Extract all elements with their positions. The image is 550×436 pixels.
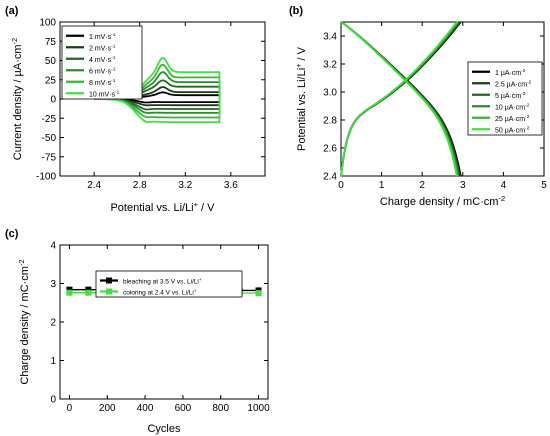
panel-b-legend-label: 1 µA·cm-2 xyxy=(495,68,526,77)
panel-c-cycling-stability-chart: (c) 0 200 400 600 800 1000 0 1 2 3 4 Cycles Charge de… xyxy=(5,228,270,435)
panel-a-label: (a) xyxy=(5,5,19,17)
panel-a-x-tick-label: 2.8 xyxy=(133,180,147,191)
panel-c-legend-label: bleaching at 3.5 V vs. Li/Li+ xyxy=(123,277,202,285)
panel-c-x-tick-label: 200 xyxy=(99,403,116,414)
panel-b-charge-curve xyxy=(340,21,460,177)
panel-b-charge-density-chart: (b) 0 1 2 3 4 5 2.4 2.6 2.8 3.0 3.2 3.4 Charge densit… xyxy=(289,5,547,208)
panel-c-y-tick-label: 1 xyxy=(50,356,56,367)
panel-b-legend-label: 10 µA·cm-2 xyxy=(495,103,530,112)
panel-c-legend-box xyxy=(95,270,243,298)
panel-c-legend-marker xyxy=(106,277,112,284)
panel-c-y-axis-label: Charge density / mC·cm-2 xyxy=(17,259,31,384)
panel-a-y-tick-label: -25 xyxy=(42,114,57,125)
panel-a-y-tick-label: 0 xyxy=(50,95,56,106)
panel-a-y-tick-label: 50 xyxy=(45,56,57,67)
panel-c-x-tick-label: 0 xyxy=(67,403,73,414)
panel-b-y-tick-label: 2.4 xyxy=(323,172,337,183)
panel-c-x-axis-label: Cycles xyxy=(147,423,181,435)
panel-c-y-tick-label: 3 xyxy=(50,279,56,290)
panel-a-x-axis-label: Potential vs. Li/Li+ / V xyxy=(110,200,215,214)
panel-b-charge-curve xyxy=(340,21,460,177)
panel-b-y-tick-label: 3.2 xyxy=(323,60,337,71)
panel-b-x-tick-label: 5 xyxy=(541,180,547,191)
panel-c-x-tick-label: 800 xyxy=(212,403,229,414)
panel-b-x-tick-label: 3 xyxy=(460,180,466,191)
panel-a-legend-label: 4 mV·s-1 xyxy=(89,55,116,64)
panel-b-x-tick-label: 2 xyxy=(419,180,425,191)
panel-a-y-tick-label: -50 xyxy=(42,133,57,144)
panel-a-y-tick-label: 25 xyxy=(45,75,57,86)
panel-a-x-tick-label: 2.4 xyxy=(87,180,101,191)
panel-a-x-tick-label: 3.6 xyxy=(224,180,238,191)
panel-b-x-tick-label: 0 xyxy=(338,180,344,191)
panel-a-y-tick-label: 100 xyxy=(39,18,56,29)
panel-b-legend-box xyxy=(467,61,543,136)
panel-b-y-tick-label: 3.0 xyxy=(323,88,337,99)
panel-b-x-axis-label: Charge density / mC·cm-2 xyxy=(380,194,505,208)
panel-a-x-tick-label: 3.2 xyxy=(178,180,192,191)
panel-b-y-tick-label: 2.6 xyxy=(323,144,337,155)
panel-c-x-tick-label: 600 xyxy=(175,403,192,414)
panel-b-label: (b) xyxy=(289,5,303,17)
panel-b-legend-label: 50 µA·cm-2 xyxy=(495,126,530,135)
panel-b-y-axis-label: Potential vs. Li/Li+ / V xyxy=(294,46,308,151)
panel-b-legend-label: 2.5 µA·cm-2 xyxy=(495,80,532,89)
panel-b-x-tick-label: 4 xyxy=(501,180,507,191)
panel-c-y-tick-label: 4 xyxy=(50,241,56,252)
panel-b-charge-curve xyxy=(340,21,458,177)
panel-a-legend-box xyxy=(61,25,143,100)
panel-b-legend-label: 5 µA·cm-2 xyxy=(495,91,526,100)
panel-a-y-tick-label: 75 xyxy=(45,37,57,48)
panel-c-data-point xyxy=(66,289,73,296)
panel-b-plot-frame xyxy=(340,21,545,177)
panel-c-x-tick-label: 400 xyxy=(137,403,154,414)
panel-c-label: (c) xyxy=(5,228,19,240)
panel-a-legend-label: 2 mV·s-1 xyxy=(89,44,116,53)
panel-a-y-axis-label: Current density / µA·cm-2 xyxy=(10,38,24,160)
panel-b-legend-label: 25 µA·cm-2 xyxy=(495,114,530,123)
panel-b-charge-curve xyxy=(340,21,461,177)
panel-a-legend-label: 10 mV·s-1 xyxy=(89,90,120,99)
panel-c-data-point xyxy=(66,286,73,293)
panel-a-legend-label: 1 mV·s-1 xyxy=(89,32,116,41)
panel-c-data-point xyxy=(85,286,92,293)
panel-b-charge-curve xyxy=(340,21,462,177)
panel-c-plot-frame xyxy=(59,244,269,400)
panel-c-legend-label: coloring at 2.4 V vs. Li/Li+ xyxy=(123,288,197,296)
panel-a-legend-label: 8 mV·s-1 xyxy=(89,78,116,87)
panel-c-x-tick-label: 1000 xyxy=(247,403,270,414)
panel-b-y-tick-label: 2.8 xyxy=(323,116,337,127)
panel-a-y-tick-label: -100 xyxy=(36,172,56,183)
panel-c-legend-marker xyxy=(106,288,112,295)
panel-b-x-tick-label: 1 xyxy=(379,180,385,191)
panel-a-cyclic-voltammetry-chart: (a) 2.4 2.8 3.2 3.6 -100 -75 -50 -25 0 25 50 75 100 Po… xyxy=(5,5,266,214)
panel-c-data-point xyxy=(255,290,262,297)
panel-c-y-tick-label: 2 xyxy=(50,318,56,329)
panel-a-y-tick-label: -75 xyxy=(42,152,57,163)
panel-a-legend-label: 6 mV·s-1 xyxy=(89,67,116,76)
panel-b-y-tick-label: 3.4 xyxy=(323,32,337,43)
panel-b-charge-curve xyxy=(340,21,459,177)
panel-c-y-tick-label: 0 xyxy=(50,395,56,406)
panel-b-discharge-curve xyxy=(340,21,458,177)
panel-c-data-point xyxy=(85,289,92,296)
